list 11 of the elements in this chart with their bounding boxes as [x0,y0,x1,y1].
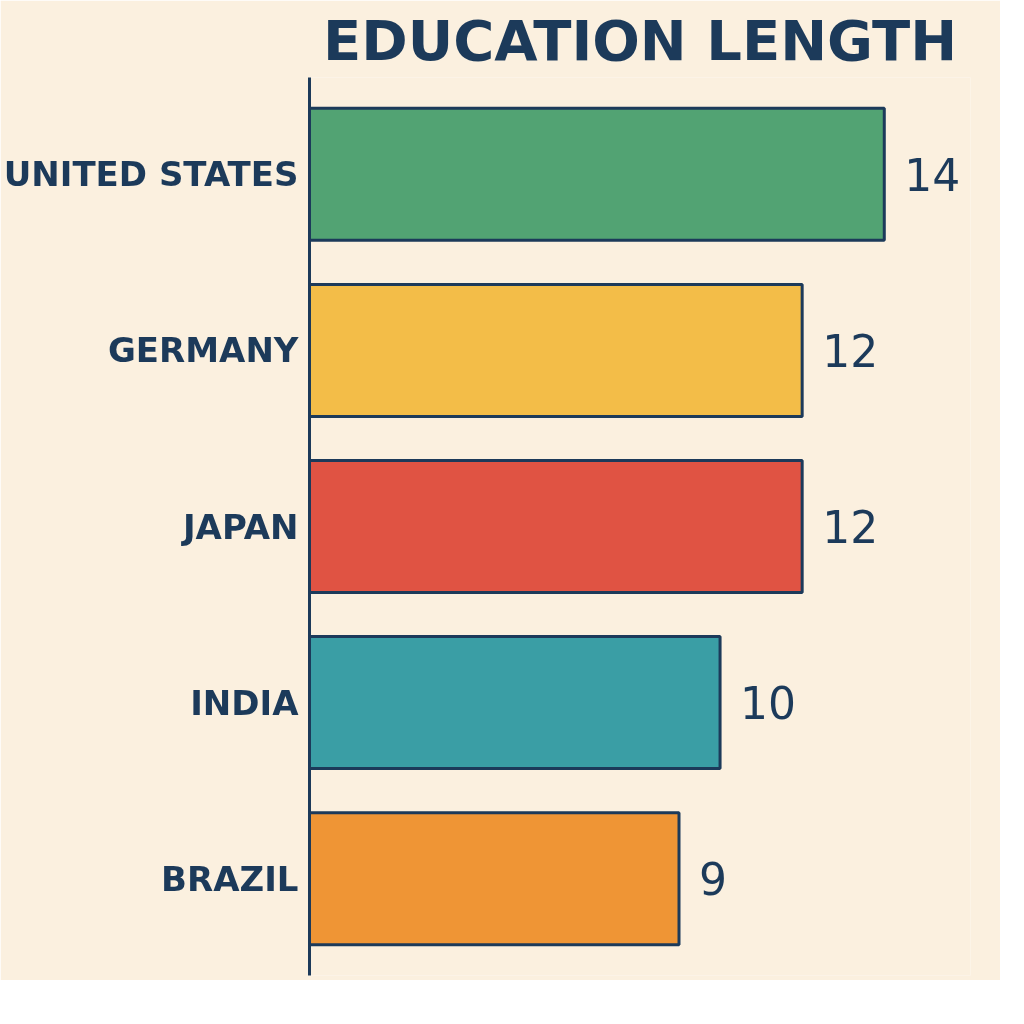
y-tick-label: BRAZIL [161,858,299,899]
chart-title: EDUCATION LENGTH [322,7,958,73]
data-label: 10 [740,678,797,730]
y-tick-label: GERMANY [107,330,299,371]
y-tick-label: UNITED STATES [3,154,299,195]
y-tick-label: INDIA [190,682,300,723]
data-label: 9 [699,854,727,906]
y-tick-label: JAPAN [180,506,299,547]
data-label: 14 [904,149,961,201]
data-label: 12 [822,325,879,377]
data-label: 12 [822,502,879,553]
